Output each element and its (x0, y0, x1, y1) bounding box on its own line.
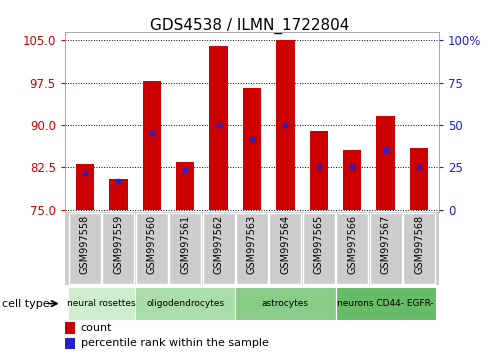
Text: GSM997564: GSM997564 (280, 215, 290, 274)
Text: GSM997559: GSM997559 (113, 215, 123, 274)
Text: percentile rank within the sample: percentile rank within the sample (80, 338, 268, 348)
Bar (243, 88, 261, 210)
Text: GSM997565: GSM997565 (314, 215, 324, 274)
Text: GSM997566: GSM997566 (347, 215, 357, 274)
Bar (236, 213, 268, 284)
Bar (210, 46, 228, 210)
Text: GSM997567: GSM997567 (381, 215, 391, 274)
Text: GSM997558: GSM997558 (80, 215, 90, 274)
Text: GDS4538 / ILMN_1722804: GDS4538 / ILMN_1722804 (150, 18, 349, 34)
Text: count: count (80, 323, 112, 333)
Bar (109, 178, 128, 210)
Text: neurons CD44- EGFR-: neurons CD44- EGFR- (337, 299, 434, 308)
Bar (203, 213, 235, 284)
Bar (236, 287, 335, 320)
Text: GSM997563: GSM997563 (247, 215, 257, 274)
Bar (310, 131, 328, 210)
Text: GSM997562: GSM997562 (214, 215, 224, 274)
Bar (403, 213, 435, 284)
Text: GSM997560: GSM997560 (147, 215, 157, 274)
Bar (65, 337, 75, 349)
Bar (269, 213, 301, 284)
Bar (370, 213, 402, 284)
Bar (303, 213, 335, 284)
Bar (335, 287, 436, 320)
Bar (76, 165, 94, 210)
Bar (136, 213, 168, 284)
Bar (343, 150, 361, 210)
Bar (176, 162, 194, 210)
Bar (376, 116, 395, 210)
Text: neural rosettes: neural rosettes (67, 299, 136, 308)
Bar (68, 287, 135, 320)
Bar (102, 213, 134, 284)
Text: astrocytes: astrocytes (262, 299, 309, 308)
Text: oligodendrocytes: oligodendrocytes (146, 299, 224, 308)
Bar (69, 213, 101, 284)
Bar (169, 213, 201, 284)
Text: cell type: cell type (2, 298, 50, 309)
Bar (135, 287, 236, 320)
Bar (276, 40, 294, 210)
Bar (336, 213, 368, 284)
Bar (143, 81, 161, 210)
Text: GSM997568: GSM997568 (414, 215, 424, 274)
Bar (65, 322, 75, 334)
Bar (410, 148, 428, 210)
Text: GSM997561: GSM997561 (180, 215, 190, 274)
